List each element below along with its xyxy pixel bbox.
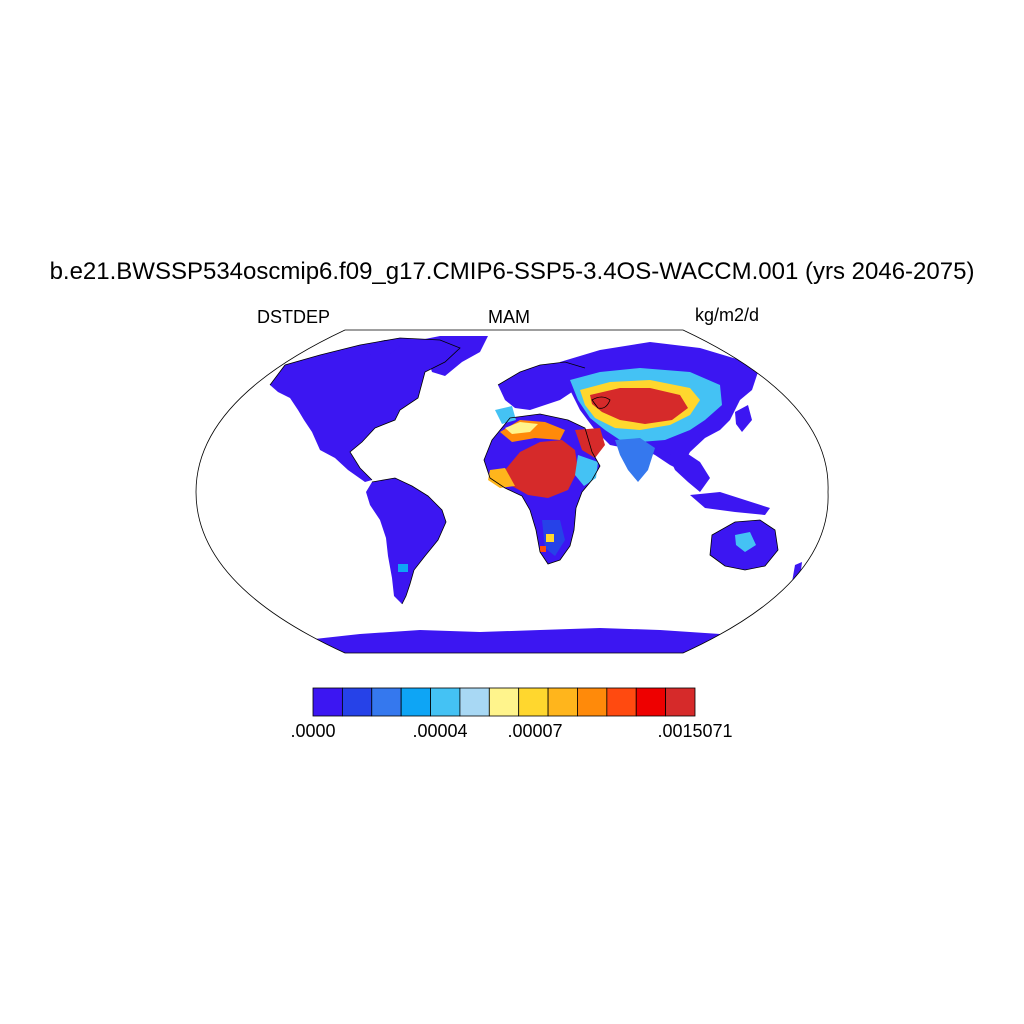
north-america	[270, 338, 460, 482]
units-label: kg/m2/d	[695, 305, 760, 325]
colorbar-swatch	[547, 687, 578, 717]
horn-of-africa	[575, 455, 598, 486]
japan	[735, 405, 752, 432]
colorbar-label-0: .0000	[290, 721, 336, 741]
andes-patch	[398, 564, 408, 572]
south-america	[366, 478, 446, 604]
colorbar-swatch	[577, 687, 608, 717]
coastlines	[269, 337, 779, 605]
antarctica	[300, 628, 800, 653]
sahel-band	[488, 468, 515, 488]
central-asia-dust	[590, 388, 688, 424]
colorbar-label-2: .00007	[507, 721, 563, 741]
iberia	[495, 406, 516, 424]
greenland	[410, 336, 488, 376]
namib-patch	[540, 546, 546, 552]
sahara-dust	[505, 440, 578, 498]
colorbar-swatch	[371, 687, 402, 717]
season-label: MAM	[488, 307, 530, 327]
plot-title: b.e21.BWSSP534oscmip6.f09_g17.CMIP6-SSP5…	[49, 258, 975, 285]
colorbar-swatch	[665, 687, 696, 717]
colorbar-swatch	[430, 687, 461, 717]
globe-outline	[195, 329, 829, 654]
indonesia	[690, 492, 770, 515]
colorbar-swatch	[312, 687, 343, 717]
southeast-asia	[668, 452, 710, 492]
arctic-islands	[360, 340, 400, 356]
colorbar-swatch	[400, 687, 431, 717]
europe	[498, 362, 585, 410]
colorbar-swatch	[459, 687, 490, 717]
colorbar-swatch	[518, 687, 549, 717]
arabia	[575, 428, 605, 458]
colorbar-label-3: .0015071	[657, 721, 733, 741]
colorbar-swatch	[341, 687, 373, 717]
australia-interior	[735, 532, 756, 552]
colorbar-swatch	[635, 687, 667, 717]
india	[615, 438, 655, 482]
kalahari-patch	[546, 534, 554, 542]
variable-label: DSTDEP	[257, 307, 331, 327]
colorbar-swatch	[606, 687, 637, 717]
colorbar-label-1: .00004	[412, 721, 468, 741]
north-africa-coast	[505, 422, 538, 434]
colorbar-swatch	[488, 687, 520, 717]
